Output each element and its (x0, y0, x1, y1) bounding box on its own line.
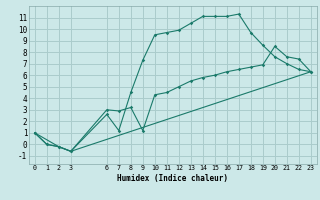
X-axis label: Humidex (Indice chaleur): Humidex (Indice chaleur) (117, 174, 228, 183)
